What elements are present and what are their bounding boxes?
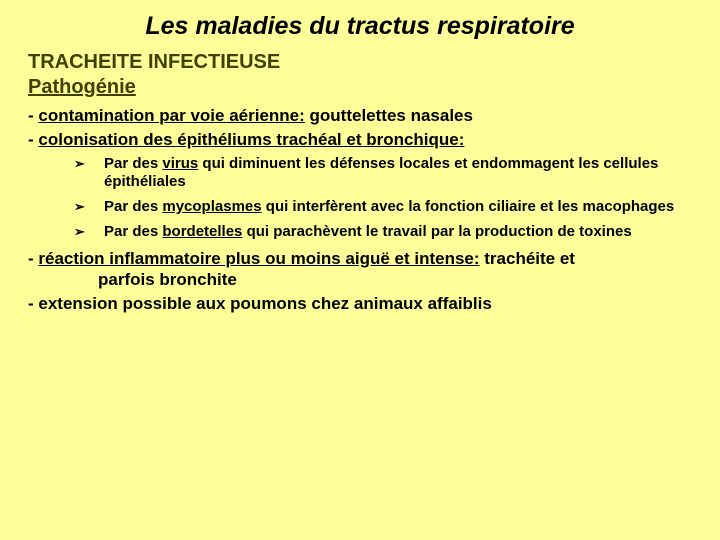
point-2: - colonisation des épithéliums trachéal … xyxy=(28,129,692,150)
point-1: - contamination par voie aérienne: goutt… xyxy=(28,105,692,126)
bullet-text-a: Par des xyxy=(104,198,162,215)
subsection-heading: Pathogénie xyxy=(28,76,692,99)
bullet-list: ➢ Par des virus qui diminuent les défens… xyxy=(28,155,692,242)
bullet-item: ➢ Par des mycoplasmes qui interfèrent av… xyxy=(74,198,692,217)
point-4: - extension possible aux poumons chez an… xyxy=(28,293,692,314)
bullet-item: ➢ Par des bordetelles qui parachèvent le… xyxy=(74,223,692,242)
chevron-right-icon: ➢ xyxy=(74,199,85,215)
point-1-rest: gouttelettes nasales xyxy=(305,106,473,125)
point-2-underline: colonisation des épithéliums trachéal et… xyxy=(38,130,464,149)
point-prefix: - xyxy=(28,130,38,149)
bullet-text-b: qui interfèrent avec la fonction ciliair… xyxy=(262,198,675,215)
bullet-item: ➢ Par des virus qui diminuent les défens… xyxy=(74,155,692,193)
chevron-right-icon: ➢ xyxy=(74,224,85,240)
point-1-underline: contamination par voie aérienne: xyxy=(38,106,304,125)
point-3: - réaction inflammatoire plus ou moins a… xyxy=(28,248,692,291)
bullet-underline: mycoplasmes xyxy=(162,198,261,215)
point-prefix: - xyxy=(28,249,38,268)
slide-title: Les maladies du tractus respiratoire xyxy=(28,12,692,41)
point-3-rest-a: trachéite et xyxy=(480,249,575,268)
bullet-underline: virus xyxy=(162,155,198,172)
bullet-text-a: Par des xyxy=(104,223,162,240)
bullet-underline: bordetelles xyxy=(162,223,242,240)
section-heading: TRACHEITE INFECTIEUSE xyxy=(28,51,692,74)
point-3-rest-b: parfois bronchite xyxy=(28,269,692,290)
point-3-underline: réaction inflammatoire plus ou moins aig… xyxy=(38,249,479,268)
bullet-text-b: qui parachèvent le travail par la produc… xyxy=(242,223,631,240)
bullet-text-a: Par des xyxy=(104,155,162,172)
chevron-right-icon: ➢ xyxy=(74,156,85,172)
point-prefix: - xyxy=(28,106,38,125)
